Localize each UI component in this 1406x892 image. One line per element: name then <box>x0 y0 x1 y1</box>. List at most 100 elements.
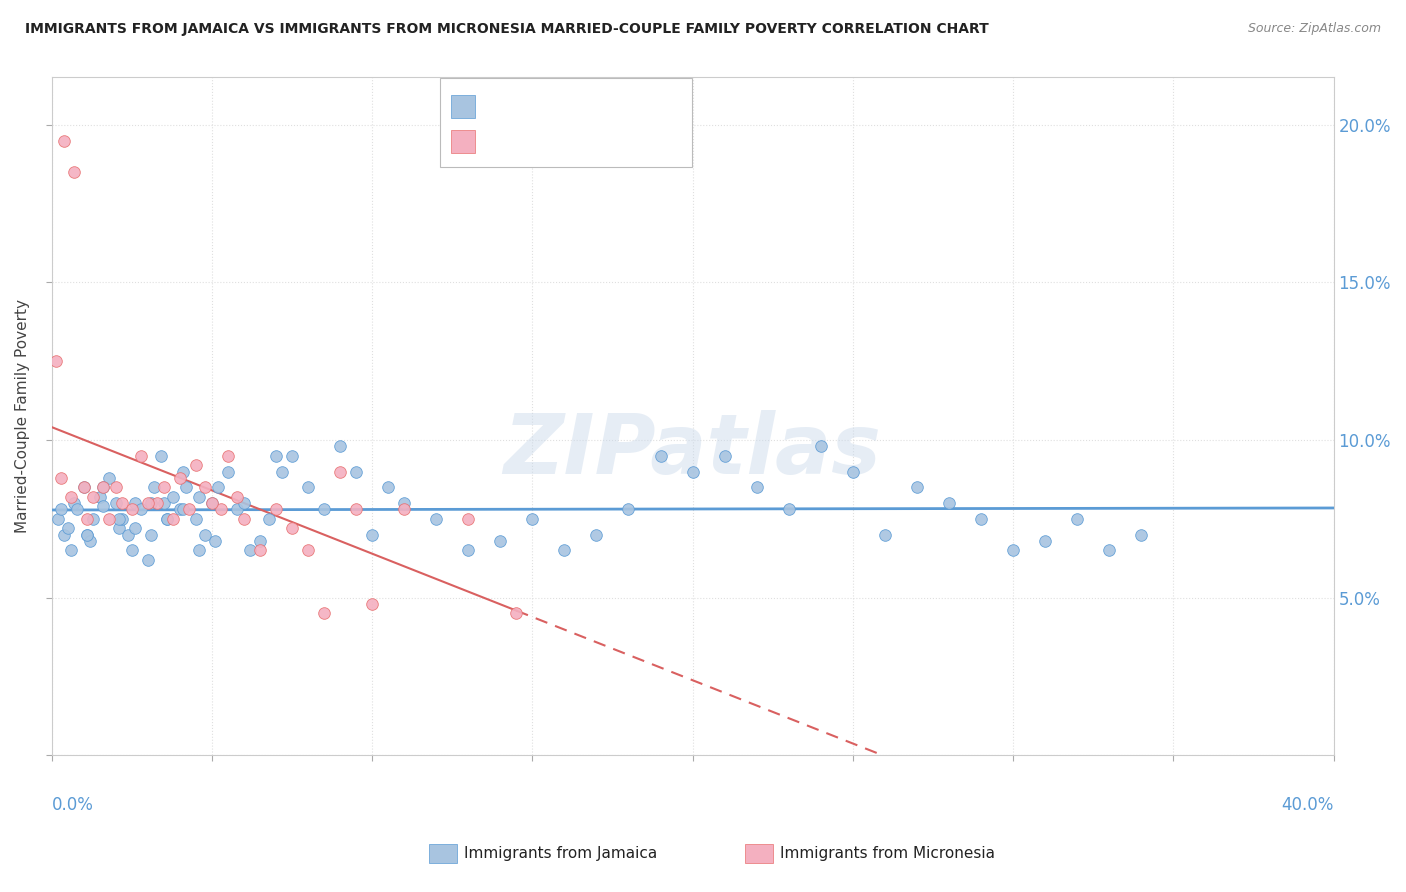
Point <box>344 465 367 479</box>
Point <box>111 512 134 526</box>
Point <box>108 512 131 526</box>
Point <box>162 490 184 504</box>
Point <box>271 465 294 479</box>
Point <box>425 512 447 526</box>
Point <box>188 543 211 558</box>
Point <box>264 449 287 463</box>
Point <box>79 533 101 548</box>
Point <box>312 502 335 516</box>
Point <box>152 480 174 494</box>
Point <box>156 512 179 526</box>
Point <box>146 496 169 510</box>
Point <box>249 533 271 548</box>
Point <box>129 449 152 463</box>
Point <box>226 490 249 504</box>
Point <box>522 512 544 526</box>
Point <box>104 496 127 510</box>
Point <box>174 480 197 494</box>
Point <box>59 543 82 558</box>
Point <box>82 512 104 526</box>
Point <box>136 553 159 567</box>
Point <box>377 480 399 494</box>
Point <box>139 496 162 510</box>
Point <box>201 496 224 510</box>
Point <box>249 543 271 558</box>
Text: Source: ZipAtlas.com: Source: ZipAtlas.com <box>1247 22 1381 36</box>
Point <box>201 496 224 510</box>
Point <box>162 512 184 526</box>
Point <box>297 480 319 494</box>
Text: IMMIGRANTS FROM JAMAICA VS IMMIGRANTS FROM MICRONESIA MARRIED-COUPLE FAMILY POVE: IMMIGRANTS FROM JAMAICA VS IMMIGRANTS FR… <box>25 22 988 37</box>
Point <box>361 597 384 611</box>
Point <box>204 533 226 548</box>
Point <box>1130 527 1153 541</box>
Point <box>344 502 367 516</box>
Point <box>46 512 69 526</box>
Text: R = 0.084  N = 84: R = 0.084 N = 84 <box>481 99 631 113</box>
Point <box>392 496 415 510</box>
Point <box>457 543 479 558</box>
Point <box>152 496 174 510</box>
Point <box>108 521 131 535</box>
Point <box>713 449 735 463</box>
Point <box>650 449 672 463</box>
Point <box>121 502 143 516</box>
Point <box>172 465 194 479</box>
Point <box>745 480 768 494</box>
Point <box>810 439 832 453</box>
Point <box>232 512 254 526</box>
Point <box>329 439 352 453</box>
Point <box>232 496 254 510</box>
Point <box>121 543 143 558</box>
Point <box>489 533 512 548</box>
Point <box>392 502 415 516</box>
Point <box>76 512 98 526</box>
Point <box>1033 533 1056 548</box>
Point <box>259 512 281 526</box>
Point <box>111 496 134 510</box>
Point <box>76 527 98 541</box>
Point <box>91 500 114 514</box>
Point <box>938 496 960 510</box>
Point <box>194 480 217 494</box>
Point <box>682 465 704 479</box>
Point <box>169 471 191 485</box>
Point <box>98 512 121 526</box>
Point <box>45 354 67 368</box>
Point <box>72 480 94 494</box>
Text: Immigrants from Jamaica: Immigrants from Jamaica <box>464 847 657 861</box>
Point <box>169 502 191 516</box>
Point <box>184 512 207 526</box>
Point <box>842 465 865 479</box>
Point <box>194 527 217 541</box>
Point <box>59 490 82 504</box>
Point <box>117 527 139 541</box>
Text: 0.0%: 0.0% <box>52 796 93 814</box>
Point <box>82 490 104 504</box>
Point <box>124 496 146 510</box>
Point <box>91 480 114 494</box>
Point <box>104 480 127 494</box>
Point <box>49 502 72 516</box>
Text: ZIPatlas: ZIPatlas <box>503 409 882 491</box>
Point <box>585 527 607 541</box>
Point <box>53 527 76 541</box>
Point <box>281 521 304 535</box>
Point <box>143 480 166 494</box>
Point <box>281 449 304 463</box>
Point <box>49 471 72 485</box>
Point <box>217 465 239 479</box>
Point <box>124 521 146 535</box>
Point <box>457 512 479 526</box>
Point <box>76 527 98 541</box>
Y-axis label: Married-Couple Family Poverty: Married-Couple Family Poverty <box>15 300 30 533</box>
Point <box>63 496 86 510</box>
Point <box>129 502 152 516</box>
Point <box>553 543 575 558</box>
Point <box>264 502 287 516</box>
Point <box>139 527 162 541</box>
Point <box>209 502 232 516</box>
Point <box>505 607 527 621</box>
Point <box>297 543 319 558</box>
Point <box>91 480 114 494</box>
